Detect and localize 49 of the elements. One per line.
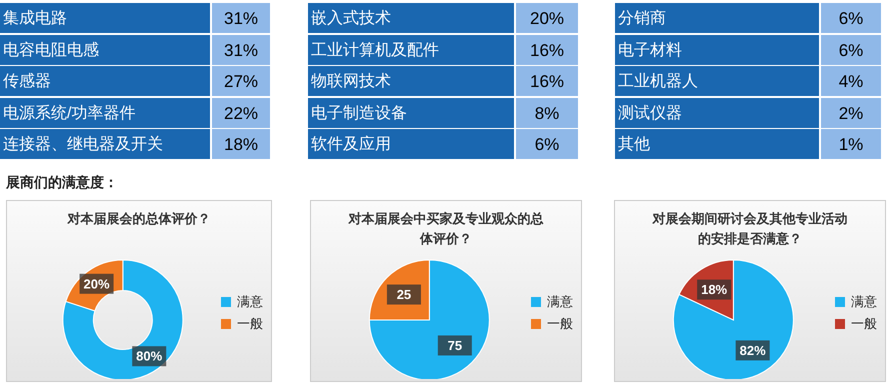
text: 4%: [838, 72, 864, 91]
category-label: 嵌入式技术: [308, 3, 516, 34]
legend-label: 满意: [851, 293, 877, 311]
text: 1%: [838, 135, 864, 154]
category-label: 软件及应用: [308, 129, 516, 160]
text: 16%: [530, 40, 564, 60]
data-label: 25: [396, 287, 412, 302]
text: 31%: [224, 40, 258, 60]
text: 22%: [224, 104, 258, 122]
data-label: 80%: [136, 348, 163, 364]
text: 6%: [534, 135, 560, 154]
text: 2%: [838, 104, 864, 122]
category-label: 其他: [615, 129, 821, 160]
category-label: 物联网技术: [308, 66, 516, 97]
category-label: 传感器: [0, 66, 212, 97]
text: 20%: [530, 9, 564, 28]
chart-title: 对本届展会的总体评价？: [66, 210, 212, 228]
legend-label: 一般: [851, 315, 877, 333]
category-label: 测试仪器: [615, 98, 821, 128]
legend-label: 满意: [547, 293, 573, 311]
category-label: 工业机器人: [615, 66, 821, 97]
data-label: 82%: [740, 342, 766, 358]
text: 31%: [224, 9, 258, 28]
legend-label: 满意: [237, 293, 263, 311]
text: 展商们的满意度：: [6, 174, 118, 192]
legend-label: 一般: [547, 315, 573, 333]
data-label: 18%: [701, 282, 728, 298]
chart-title: 对展会期间研讨会及其他专业活动的安排是否满意？: [651, 210, 848, 248]
category-label: 电子材料: [615, 34, 821, 66]
category-label: 电子制造设备: [308, 98, 516, 128]
text: 6%: [838, 9, 864, 28]
legend-label: 一般: [237, 315, 263, 333]
category-label: 电容电阻电感: [0, 34, 212, 66]
data-label: 75: [448, 338, 462, 353]
category-label: 分销商: [615, 3, 821, 34]
text: 16%: [530, 72, 564, 91]
category-label: 电源系统/功率器件: [0, 98, 212, 128]
category-label: 集成电路: [0, 3, 212, 34]
text: 27%: [224, 72, 258, 91]
category-label: 工业计算机及配件: [308, 34, 516, 66]
text: 6%: [838, 40, 864, 60]
text: 8%: [534, 104, 560, 122]
data-label: 20%: [84, 276, 110, 292]
donut-slice: [62, 260, 184, 379]
pie-slice: [672, 260, 794, 379]
chart-title: 对本届展会中买家及专业观众的总体评价？: [347, 210, 544, 248]
text: 18%: [224, 135, 258, 154]
pie-slice: [368, 260, 490, 379]
category-label: 连接器、继电器及开关: [0, 129, 212, 160]
